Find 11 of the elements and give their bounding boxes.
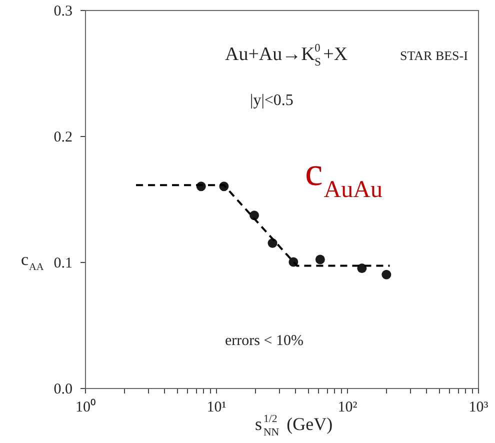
y-tick-label: 0.1 — [54, 256, 72, 272]
x-tick-label: 10² — [338, 400, 358, 416]
annotation: STAR BES-I — [400, 48, 468, 63]
x-tick-label: 10³ — [468, 400, 489, 416]
annotation: errors < 10% — [225, 333, 304, 349]
x-tick-label: 10¹ — [206, 400, 226, 416]
x-tick-label: 10⁰ — [76, 398, 96, 416]
annotation: |y|<0.5 — [250, 92, 294, 109]
y-tick-label: 0.2 — [54, 130, 72, 146]
y-tick-label: 0.0 — [54, 382, 72, 398]
y-tick-label: 0.3 — [54, 4, 72, 20]
